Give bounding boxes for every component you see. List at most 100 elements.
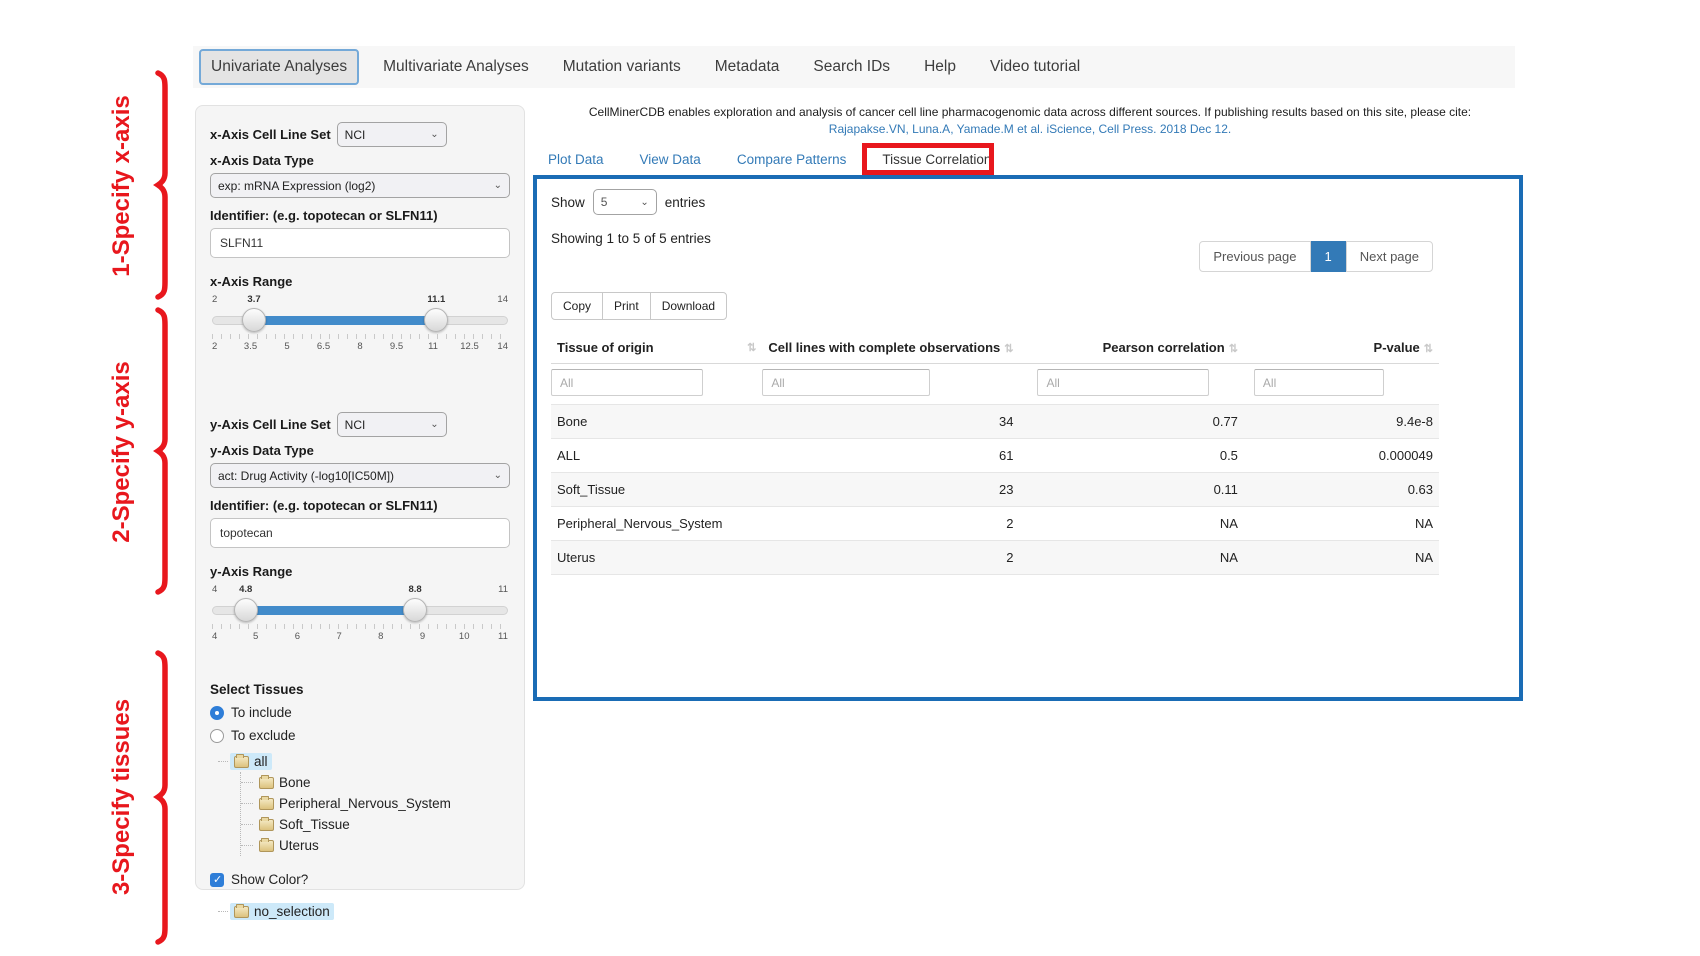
y-range-from-label: 4.8 bbox=[239, 584, 253, 595]
nav-tab-univariate-analyses[interactable]: Univariate Analyses bbox=[199, 49, 360, 85]
table-row[interactable]: Uterus 2 NA NA bbox=[551, 540, 1439, 575]
chevron-down-icon: ⌄ bbox=[640, 196, 649, 208]
tree-node-bone[interactable]: Bone bbox=[241, 772, 510, 793]
table-row[interactable]: ALL 61 0.5 0.000049 bbox=[551, 438, 1439, 473]
table-row[interactable]: Soft_Tissue 23 0.11 0.63 bbox=[551, 472, 1439, 507]
tick-label: 8 bbox=[357, 341, 363, 352]
column-header-p-value[interactable]: P-value ⇅ bbox=[1243, 332, 1439, 364]
tissue-correlation-table: Tissue of origin ⇅ Cell lines with comple… bbox=[551, 332, 1439, 575]
folder-icon bbox=[259, 795, 274, 810]
y-axis-data-type-select[interactable]: act: Drug Activity (-log10[IC50M]) ⌄ bbox=[210, 463, 510, 488]
nav-tab-video-tutorial[interactable]: Video tutorial bbox=[989, 58, 1081, 75]
exclude-radio-label: To exclude bbox=[231, 728, 296, 743]
citation-link[interactable]: Rajapakse.VN, Luna.A, Yamade.M et al. iS… bbox=[828, 122, 1232, 136]
cell-p-value: NA bbox=[1243, 506, 1439, 541]
x-axis-range-slider: 2 14 3.7 11.1 2 3.5 5 6.5 8 9.5 11 12.5 … bbox=[212, 294, 508, 356]
entries-label: entries bbox=[664, 194, 706, 210]
download-button[interactable]: Download bbox=[649, 292, 728, 320]
x-axis-cell-line-set-select[interactable]: NCI ⌄ bbox=[336, 122, 447, 147]
radio-unselected-icon bbox=[210, 728, 224, 743]
tab-plot-data[interactable]: Plot Data bbox=[548, 152, 604, 167]
tree-node-label: Bone bbox=[279, 775, 311, 790]
tab-tissue-correlation[interactable]: Tissue Correlation bbox=[882, 152, 992, 167]
cell-tissue: Peripheral_Nervous_System bbox=[551, 506, 763, 541]
x-axis-data-type-value: exp: mRNA Expression (log2) bbox=[218, 178, 376, 193]
cell-correlation: 0.77 bbox=[1019, 404, 1244, 439]
table-row[interactable]: Peripheral_Nervous_System 2 NA NA bbox=[551, 506, 1439, 541]
copy-button[interactable]: Copy bbox=[551, 292, 604, 320]
sort-icon[interactable]: ⇅ bbox=[747, 342, 757, 354]
table-filter-row bbox=[551, 364, 1439, 405]
sort-icon[interactable]: ⇅ bbox=[1423, 343, 1433, 355]
nav-tab-metadata[interactable]: Metadata bbox=[714, 58, 780, 75]
show-color-checkbox[interactable]: Show Color? bbox=[210, 872, 510, 887]
nav-tab-help[interactable]: Help bbox=[924, 58, 956, 75]
x-slider-fill bbox=[254, 316, 437, 325]
cell-p-value: 0.000049 bbox=[1243, 438, 1439, 473]
tissues-include-radio[interactable]: To include bbox=[210, 705, 510, 720]
tab-view-data[interactable]: View Data bbox=[639, 152, 701, 167]
cell-p-value: 0.63 bbox=[1243, 472, 1439, 507]
annotation-step3-bracket bbox=[153, 650, 168, 945]
sort-icon[interactable]: ⇅ bbox=[1004, 343, 1014, 355]
show-entries-row: Show 5 ⌄ entries bbox=[551, 189, 1505, 215]
y-slider-handle-to[interactable] bbox=[403, 598, 428, 622]
tick-label: 7 bbox=[336, 631, 342, 642]
y-axis-cell-line-set-value: NCI bbox=[344, 417, 366, 432]
previous-page-button[interactable]: Previous page bbox=[1199, 241, 1311, 272]
page-number-button[interactable]: 1 bbox=[1310, 241, 1346, 272]
annotation-step1-bracket bbox=[153, 70, 168, 300]
nav-tab-mutation-variants[interactable]: Mutation variants bbox=[562, 58, 681, 75]
x-identifier-label: Identifier: (e.g. topotecan or SLFN11) bbox=[210, 208, 438, 223]
tree-node-no-selection[interactable]: no_selection bbox=[218, 901, 510, 922]
sort-icon[interactable]: ⇅ bbox=[1228, 343, 1238, 355]
tree-node-label: Uterus bbox=[279, 838, 319, 853]
filter-input-tissue[interactable] bbox=[551, 369, 703, 396]
table-header-row: Tissue of origin ⇅ Cell lines with comple… bbox=[551, 332, 1439, 364]
select-tissues-title: Select Tissues bbox=[210, 682, 304, 697]
tree-node-uterus[interactable]: Uterus bbox=[241, 835, 510, 856]
annotation-step2-bracket bbox=[153, 307, 168, 595]
x-range-from-label: 3.7 bbox=[247, 294, 261, 305]
next-page-button[interactable]: Next page bbox=[1345, 241, 1433, 272]
tick-label: 4 bbox=[212, 631, 218, 642]
y-slider-tickmarks bbox=[212, 624, 508, 629]
column-header-cell-lines[interactable]: Cell lines with complete observations ⇅ bbox=[762, 332, 1020, 364]
column-header-tissue-of-origin[interactable]: Tissue of origin ⇅ bbox=[551, 332, 763, 364]
y-identifier-input[interactable] bbox=[210, 518, 510, 548]
x-identifier-input[interactable] bbox=[210, 228, 510, 258]
nav-tab-search-ids[interactable]: Search IDs bbox=[813, 58, 891, 75]
x-axis-data-type-select[interactable]: exp: mRNA Expression (log2) ⌄ bbox=[210, 173, 510, 198]
tree-node-peripheral-nervous-system[interactable]: Peripheral_Nervous_System bbox=[241, 793, 510, 814]
result-subtabs: Plot Data View Data Compare Patterns Tis… bbox=[548, 152, 991, 167]
print-button[interactable]: Print bbox=[602, 292, 651, 320]
x-slider-handle-from[interactable] bbox=[242, 308, 267, 332]
tab-compare-patterns[interactable]: Compare Patterns bbox=[736, 152, 847, 167]
filter-input-cell-lines[interactable] bbox=[762, 369, 931, 396]
filter-input-pearson[interactable] bbox=[1037, 369, 1210, 396]
page-length-select[interactable]: 5 ⌄ bbox=[592, 189, 657, 215]
column-header-label: Cell lines with complete observations bbox=[768, 340, 1001, 355]
y-axis-cell-line-set-select[interactable]: NCI ⌄ bbox=[336, 412, 447, 437]
column-header-pearson-correlation[interactable]: Pearson correlation ⇅ bbox=[1019, 332, 1244, 364]
cell-count: 2 bbox=[762, 506, 1020, 541]
y-axis-range-label: y-Axis Range bbox=[210, 564, 293, 579]
table-row[interactable]: Bone 34 0.77 9.4e-8 bbox=[551, 404, 1439, 439]
folder-icon bbox=[234, 753, 249, 768]
cell-count: 23 bbox=[762, 472, 1020, 507]
folder-icon bbox=[234, 903, 249, 918]
filter-input-p-value[interactable] bbox=[1253, 369, 1384, 396]
tissues-exclude-radio[interactable]: To exclude bbox=[210, 728, 510, 743]
x-slider-handle-to[interactable] bbox=[424, 308, 449, 332]
radio-selected-icon bbox=[210, 705, 224, 720]
cell-correlation: 0.5 bbox=[1019, 438, 1244, 473]
tree-node-all[interactable]: all bbox=[218, 751, 510, 772]
cell-p-value: NA bbox=[1243, 540, 1439, 575]
table-export-buttons: Copy Print Download bbox=[551, 292, 1505, 320]
tree-node-soft-tissue[interactable]: Soft_Tissue bbox=[241, 814, 510, 835]
tree-node-label: Peripheral_Nervous_System bbox=[279, 796, 451, 811]
nav-tab-multivariate-analyses[interactable]: Multivariate Analyses bbox=[383, 58, 529, 75]
y-slider-handle-from[interactable] bbox=[233, 598, 258, 622]
cell-count: 2 bbox=[762, 540, 1020, 575]
